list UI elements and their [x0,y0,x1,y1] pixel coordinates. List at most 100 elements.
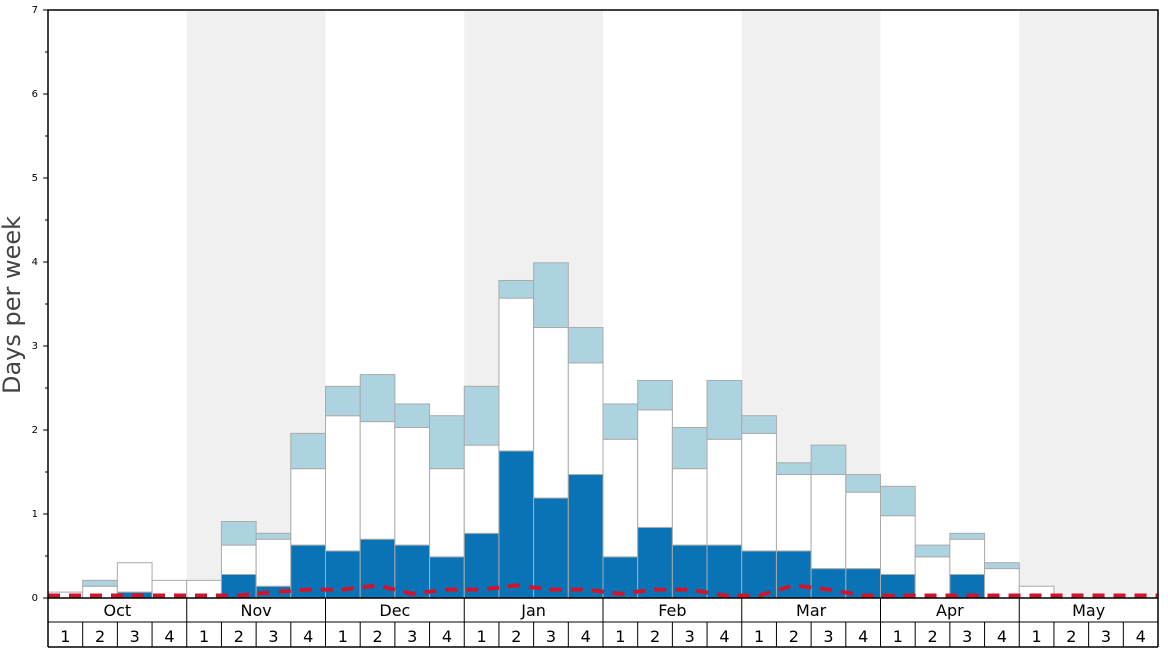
bar-white-week-20 [706,438,743,546]
bar-light-week-26 [914,544,951,558]
bar-dark-week-21 [741,550,777,599]
week-label: 4 [442,627,452,646]
month-label-nov: Nov [241,601,272,620]
bar-dark-week-18 [637,526,673,599]
week-label: 1 [1032,627,1042,646]
week-label: 4 [858,627,868,646]
month-label-feb: Feb [658,601,686,620]
week-label: 3 [546,627,556,646]
bar-white-week-9 [325,415,361,552]
bar-light-week-24 [845,474,881,493]
dashed-line-group [48,583,1158,598]
y-axis: 0 1 2 3 4 5 6 7 [32,5,48,604]
bar-white-week-12 [429,468,465,558]
week-label: 1 [199,627,209,646]
week-label: 4 [997,627,1007,646]
plot-frame [47,9,1159,599]
week-label: 4 [164,627,174,646]
bar-light-week-13 [463,385,500,446]
bar-dark-week-14 [498,450,535,599]
bar-light-week-10 [359,374,396,423]
bar-light-week-22 [775,462,812,476]
bar-dark-week-16 [567,474,604,599]
bar-white-week-23 [810,474,847,570]
bar-light-week-28 [984,562,1020,570]
month-shade-may [1019,10,1158,598]
week-label: 3 [1101,627,1111,646]
bar-white-week-28 [984,568,1020,599]
bar-white-week-21 [741,432,777,552]
week-label: 1 [893,627,903,646]
week-label: 2 [1066,627,1076,646]
bar-light-week-2 [82,579,118,587]
week-label: 3 [407,627,417,646]
bar-light-week-20 [706,379,743,440]
bar-white-week-27 [949,538,986,575]
bar-white-week-14 [498,297,535,452]
y-tick-label: 1 [32,509,38,520]
month-label-oct: Oct [104,601,132,620]
week-label: 4 [581,627,591,646]
bar-white-week-13 [463,444,500,534]
bar-light-week-14 [498,279,535,299]
y-tick-label: 6 [32,89,38,100]
bar-white-week-10 [359,421,396,540]
bar-white-week-3 [116,562,153,593]
x-axis: Oct 1 2 3 4 Nov 1 2 3 4 Dec 1 2 3 4 Jan 1 2 3 4 Feb 1 2 3 4 Mar 1 2… [47,598,1159,648]
y-tick-label: 5 [32,173,38,184]
y-tick-label: 4 [32,257,38,268]
bar-white-week-8 [290,468,326,546]
month-label-jan: Jan [520,601,546,620]
week-label: 3 [823,627,833,646]
week-label: 2 [927,627,937,646]
bar-white-week-7 [255,538,292,587]
week-label: 3 [268,627,278,646]
bar-light-week-7 [255,532,292,540]
bar-light-week-19 [671,426,708,470]
bar-white-week-16 [567,362,604,476]
bar-white-week-15 [533,327,569,499]
week-label: 3 [130,627,140,646]
bar-light-week-25 [880,485,916,517]
bar-white-week-6 [220,544,257,575]
week-label: 2 [372,627,382,646]
bar-dark-week-20 [706,544,743,599]
week-label: 4 [719,627,729,646]
bar-dark-week-15 [533,497,569,599]
bars-group [47,262,1055,599]
week-label: 1 [60,627,70,646]
month-label-mar: Mar [796,601,827,620]
week-label: 1 [754,627,764,646]
bar-white-week-11 [394,426,431,546]
y-tick-label: 0 [32,593,38,604]
week-label: 3 [685,627,695,646]
month-label-dec: Dec [379,601,410,620]
bar-white-week-17 [602,438,639,558]
bar-white-week-25 [880,515,916,575]
week-label: 3 [962,627,972,646]
week-label: 4 [303,627,313,646]
y-tick-label: 7 [32,5,38,16]
week-label: 2 [95,627,105,646]
week-label: 4 [1136,627,1146,646]
week-label: 1 [338,627,348,646]
bar-light-week-12 [429,415,465,470]
average-dashed-line [48,583,1158,598]
bar-white-week-18 [637,409,673,528]
y-tick-label: 3 [32,341,38,352]
week-label: 1 [477,627,487,646]
bar-white-week-26 [914,556,951,599]
bar-white-week-19 [671,468,708,546]
bar-light-week-11 [394,403,431,428]
month-label-may: May [1072,601,1105,620]
bar-light-week-16 [567,327,604,364]
bar-light-week-27 [949,532,986,540]
bar-light-week-9 [325,385,361,417]
bar-light-week-21 [741,415,777,434]
week-label: 1 [615,627,625,646]
week-label: 2 [789,627,799,646]
bar-white-week-24 [845,491,881,570]
month-label-apr: Apr [936,601,964,620]
bar-light-week-6 [220,521,257,546]
